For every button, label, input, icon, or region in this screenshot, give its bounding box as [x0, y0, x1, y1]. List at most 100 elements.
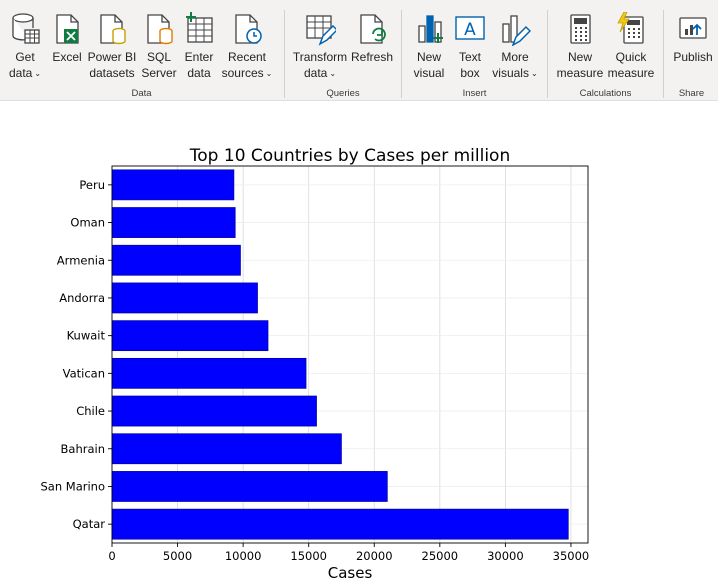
group-label-insert: Insert: [462, 88, 487, 99]
recent-sources-button[interactable]: Recent sources ⌄: [222, 0, 272, 86]
publish-label: Publish: [673, 50, 713, 64]
new-measure-label-1: New: [567, 50, 592, 64]
bar-qatar: [111, 508, 569, 540]
x-tick-label: 20000: [356, 549, 393, 563]
transform-label-1: Transform: [292, 50, 348, 64]
quick-measure-label-1: Quick: [615, 50, 647, 64]
x-tick-label: 10000: [225, 549, 262, 563]
powerbi-label-2: datasets: [89, 66, 135, 80]
group-label-data: Data: [131, 88, 152, 99]
text-box-label-2: box: [460, 66, 480, 80]
database-icon: [12, 13, 40, 44]
refresh-icon: [360, 14, 386, 44]
new-measure-button[interactable]: New measure: [556, 0, 604, 86]
bar-bahrain: [111, 433, 342, 465]
x-tick-label: 0: [108, 549, 115, 563]
new-visual-label-2: visual: [413, 66, 445, 80]
powerbi-label-1: Power BI: [87, 50, 137, 64]
more-visuals-icon: [502, 15, 531, 46]
y-tick-label: Bahrain: [61, 442, 105, 456]
x-tick-label: 35000: [553, 549, 590, 563]
sql-server-button[interactable]: SQL Server: [141, 0, 177, 86]
refresh-label: Refresh: [350, 50, 394, 64]
y-tick-label: Qatar: [73, 517, 106, 531]
y-tick-label: Armenia: [57, 253, 105, 267]
enter-data-button[interactable]: Enter data: [182, 0, 216, 86]
bar-chart: Top 10 Countries by Cases per million 0 5…: [40, 146, 590, 582]
chevron-down-icon: ⌄: [530, 69, 538, 78]
new-visual-label-1: New: [416, 50, 441, 64]
new-visual-icon: [418, 15, 443, 43]
ribbon-separator: [547, 10, 548, 98]
y-tick-label: San Marino: [40, 479, 105, 493]
recent-sources-icon: [235, 14, 262, 44]
y-tick-label: Oman: [70, 216, 105, 230]
enter-data-label-1: Enter: [184, 50, 214, 64]
powerbi-datasets-button[interactable]: Power BI datasets: [87, 0, 137, 86]
table-add-icon: [186, 12, 213, 43]
x-tick-label: 25000: [422, 549, 459, 563]
ribbon-group-share: Publish Share: [665, 0, 718, 101]
ribbon-separator: [284, 10, 285, 98]
transform-data-button[interactable]: Transform data ⌄: [292, 0, 348, 86]
x-tick-label: 15000: [290, 549, 327, 563]
calculator-icon: [570, 14, 591, 44]
enter-data-label-2: data: [187, 66, 211, 80]
ribbon-separator: [663, 10, 664, 98]
chevron-down-icon: ⌄: [265, 69, 273, 78]
y-tick-label: Chile: [76, 404, 105, 418]
bar-peru: [111, 169, 235, 201]
x-axis-label: Cases: [328, 564, 373, 582]
chart-bars: [111, 169, 569, 540]
powerbi-datasets-icon: [100, 14, 126, 45]
recent-label-2: sources: [221, 66, 264, 80]
transform-data-icon: [306, 15, 336, 46]
y-tick-label: Vatican: [63, 366, 105, 380]
text-box-label-1: Text: [458, 50, 481, 64]
recent-label-1: Recent: [227, 50, 267, 64]
bar-vatican: [111, 357, 307, 389]
ribbon-group-data: Get data ⌄ Excel Power BI datasets: [0, 0, 283, 101]
quick-measure-icon: [617, 12, 644, 44]
transform-label-2: data: [303, 66, 328, 80]
ribbon-separator: [401, 10, 402, 98]
y-tick-label: Kuwait: [67, 329, 106, 343]
group-label-share: Share: [678, 88, 705, 99]
quick-measure-button[interactable]: Quick measure: [608, 0, 654, 86]
new-visual-button[interactable]: New visual: [411, 0, 447, 86]
bar-san-marino: [111, 471, 388, 502]
chevron-down-icon: ⌄: [329, 69, 337, 78]
get-data-label-1: Get: [15, 50, 35, 64]
ribbon-group-insert: New visual A Text box More visuals ⌄ Inse…: [403, 0, 546, 101]
more-visuals-label-2: visuals: [492, 66, 529, 80]
bar-andorra: [111, 282, 258, 314]
publish-icon: [679, 17, 707, 39]
chevron-down-icon: ⌄: [34, 69, 42, 78]
group-label-calculations: Calculations: [579, 88, 632, 99]
plot-area: [111, 165, 589, 544]
new-measure-label-2: measure: [556, 66, 604, 80]
bar-kuwait: [111, 320, 269, 352]
y-axis: Qatar San Marino Bahrain Chile Vatican Kuwait…: [40, 178, 112, 531]
excel-icon: [56, 14, 79, 44]
chart-title: Top 10 Countries by Cases per million: [189, 146, 510, 166]
text-box-button[interactable]: A Text box: [453, 0, 487, 86]
excel-label: Excel: [52, 50, 82, 64]
sql-server-icon: [147, 14, 173, 45]
excel-button[interactable]: Excel: [50, 0, 84, 86]
ribbon-group-queries: Transform data ⌄ Refresh Queries: [286, 0, 400, 101]
more-visuals-label-1: More: [501, 50, 529, 64]
chart-canvas[interactable]: Top 10 Countries by Cases per million 0 5…: [0, 101, 718, 585]
refresh-button[interactable]: Refresh: [350, 0, 394, 86]
group-label-queries: Queries: [326, 88, 360, 99]
more-visuals-button[interactable]: More visuals ⌄: [492, 0, 538, 86]
x-tick-label: 5000: [163, 549, 192, 563]
y-tick-label: Peru: [79, 178, 105, 192]
sql-label-2: Server: [141, 66, 177, 80]
publish-button[interactable]: Publish: [673, 0, 713, 86]
get-data-label-2: data: [8, 66, 33, 80]
bar-armenia: [111, 244, 241, 276]
text-box-icon: A: [455, 16, 485, 40]
x-tick-label: 30000: [487, 549, 524, 563]
get-data-button[interactable]: Get data ⌄: [6, 0, 44, 86]
